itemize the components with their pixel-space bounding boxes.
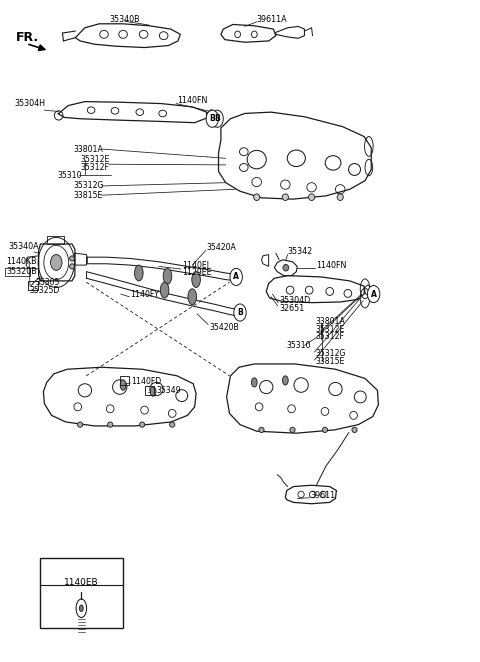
Ellipse shape [134,265,143,281]
Ellipse shape [150,387,156,397]
Text: 35312G: 35312G [315,349,346,358]
Ellipse shape [282,194,288,201]
Ellipse shape [188,289,197,305]
Ellipse shape [50,254,62,270]
Text: 35312F: 35312F [80,163,109,172]
Bar [144,387,154,395]
Bar [39,559,123,628]
Text: 35325D: 35325D [29,286,60,295]
Text: 1140FD: 1140FD [131,377,161,385]
Ellipse shape [169,422,175,427]
Text: 35312E: 35312E [80,155,109,164]
Ellipse shape [140,422,145,427]
Circle shape [234,304,246,321]
Text: 33815E: 33815E [315,357,345,366]
Text: 1140FN: 1140FN [316,261,347,269]
Ellipse shape [283,264,288,271]
Text: 39611A: 39611A [257,15,288,24]
Text: A: A [371,289,376,299]
Ellipse shape [259,427,264,432]
Text: 35310: 35310 [287,341,311,350]
Bar [5,267,30,275]
Text: 1140FY: 1140FY [130,290,159,299]
Ellipse shape [77,422,83,427]
Ellipse shape [282,376,288,385]
Text: B: B [209,115,215,123]
Ellipse shape [70,256,74,261]
Text: 35304H: 35304H [15,99,46,108]
Text: 33801A: 33801A [73,144,103,154]
Text: 35312F: 35312F [315,332,344,342]
Text: 1140EJ: 1140EJ [182,261,209,269]
Ellipse shape [323,427,327,432]
Text: 35340A: 35340A [9,242,39,251]
Text: 35305: 35305 [36,278,60,287]
Ellipse shape [290,427,295,432]
Text: 35349: 35349 [156,387,181,395]
Circle shape [206,110,218,127]
Text: 35320B: 35320B [6,267,37,276]
Ellipse shape [192,271,200,287]
Ellipse shape [163,268,172,284]
Circle shape [211,110,223,127]
Text: B: B [214,115,220,123]
Ellipse shape [337,194,343,201]
Text: 35310: 35310 [58,171,82,180]
Ellipse shape [79,605,83,612]
Ellipse shape [108,422,113,427]
Text: 1129EE: 1129EE [182,269,211,277]
Text: 35312G: 35312G [73,181,103,191]
Text: 33815E: 33815E [73,191,102,200]
Bar [47,236,64,244]
Text: 1140KB: 1140KB [6,257,37,265]
Text: 35340B: 35340B [109,15,140,24]
Ellipse shape [309,194,315,201]
Text: 35342: 35342 [288,248,313,256]
Bar [28,281,38,290]
Text: 33801A: 33801A [315,316,345,326]
Ellipse shape [160,282,169,298]
Text: FR.: FR. [16,31,39,44]
Ellipse shape [352,427,357,432]
Ellipse shape [253,194,260,201]
Text: 35304D: 35304D [279,296,311,305]
Ellipse shape [120,380,126,391]
Text: B: B [237,308,243,317]
Text: 35420B: 35420B [209,322,239,332]
Text: 39611: 39611 [311,491,336,500]
Text: 32651: 32651 [279,304,304,313]
Text: A: A [233,273,239,281]
Text: 35420A: 35420A [206,244,236,252]
Circle shape [230,268,242,285]
Text: 1140FN: 1140FN [177,97,207,105]
Bar [120,377,129,385]
Ellipse shape [252,378,257,387]
Text: 35312E: 35312E [315,324,345,334]
Text: 1140EB: 1140EB [64,579,99,587]
Ellipse shape [70,263,74,269]
Circle shape [367,285,380,303]
